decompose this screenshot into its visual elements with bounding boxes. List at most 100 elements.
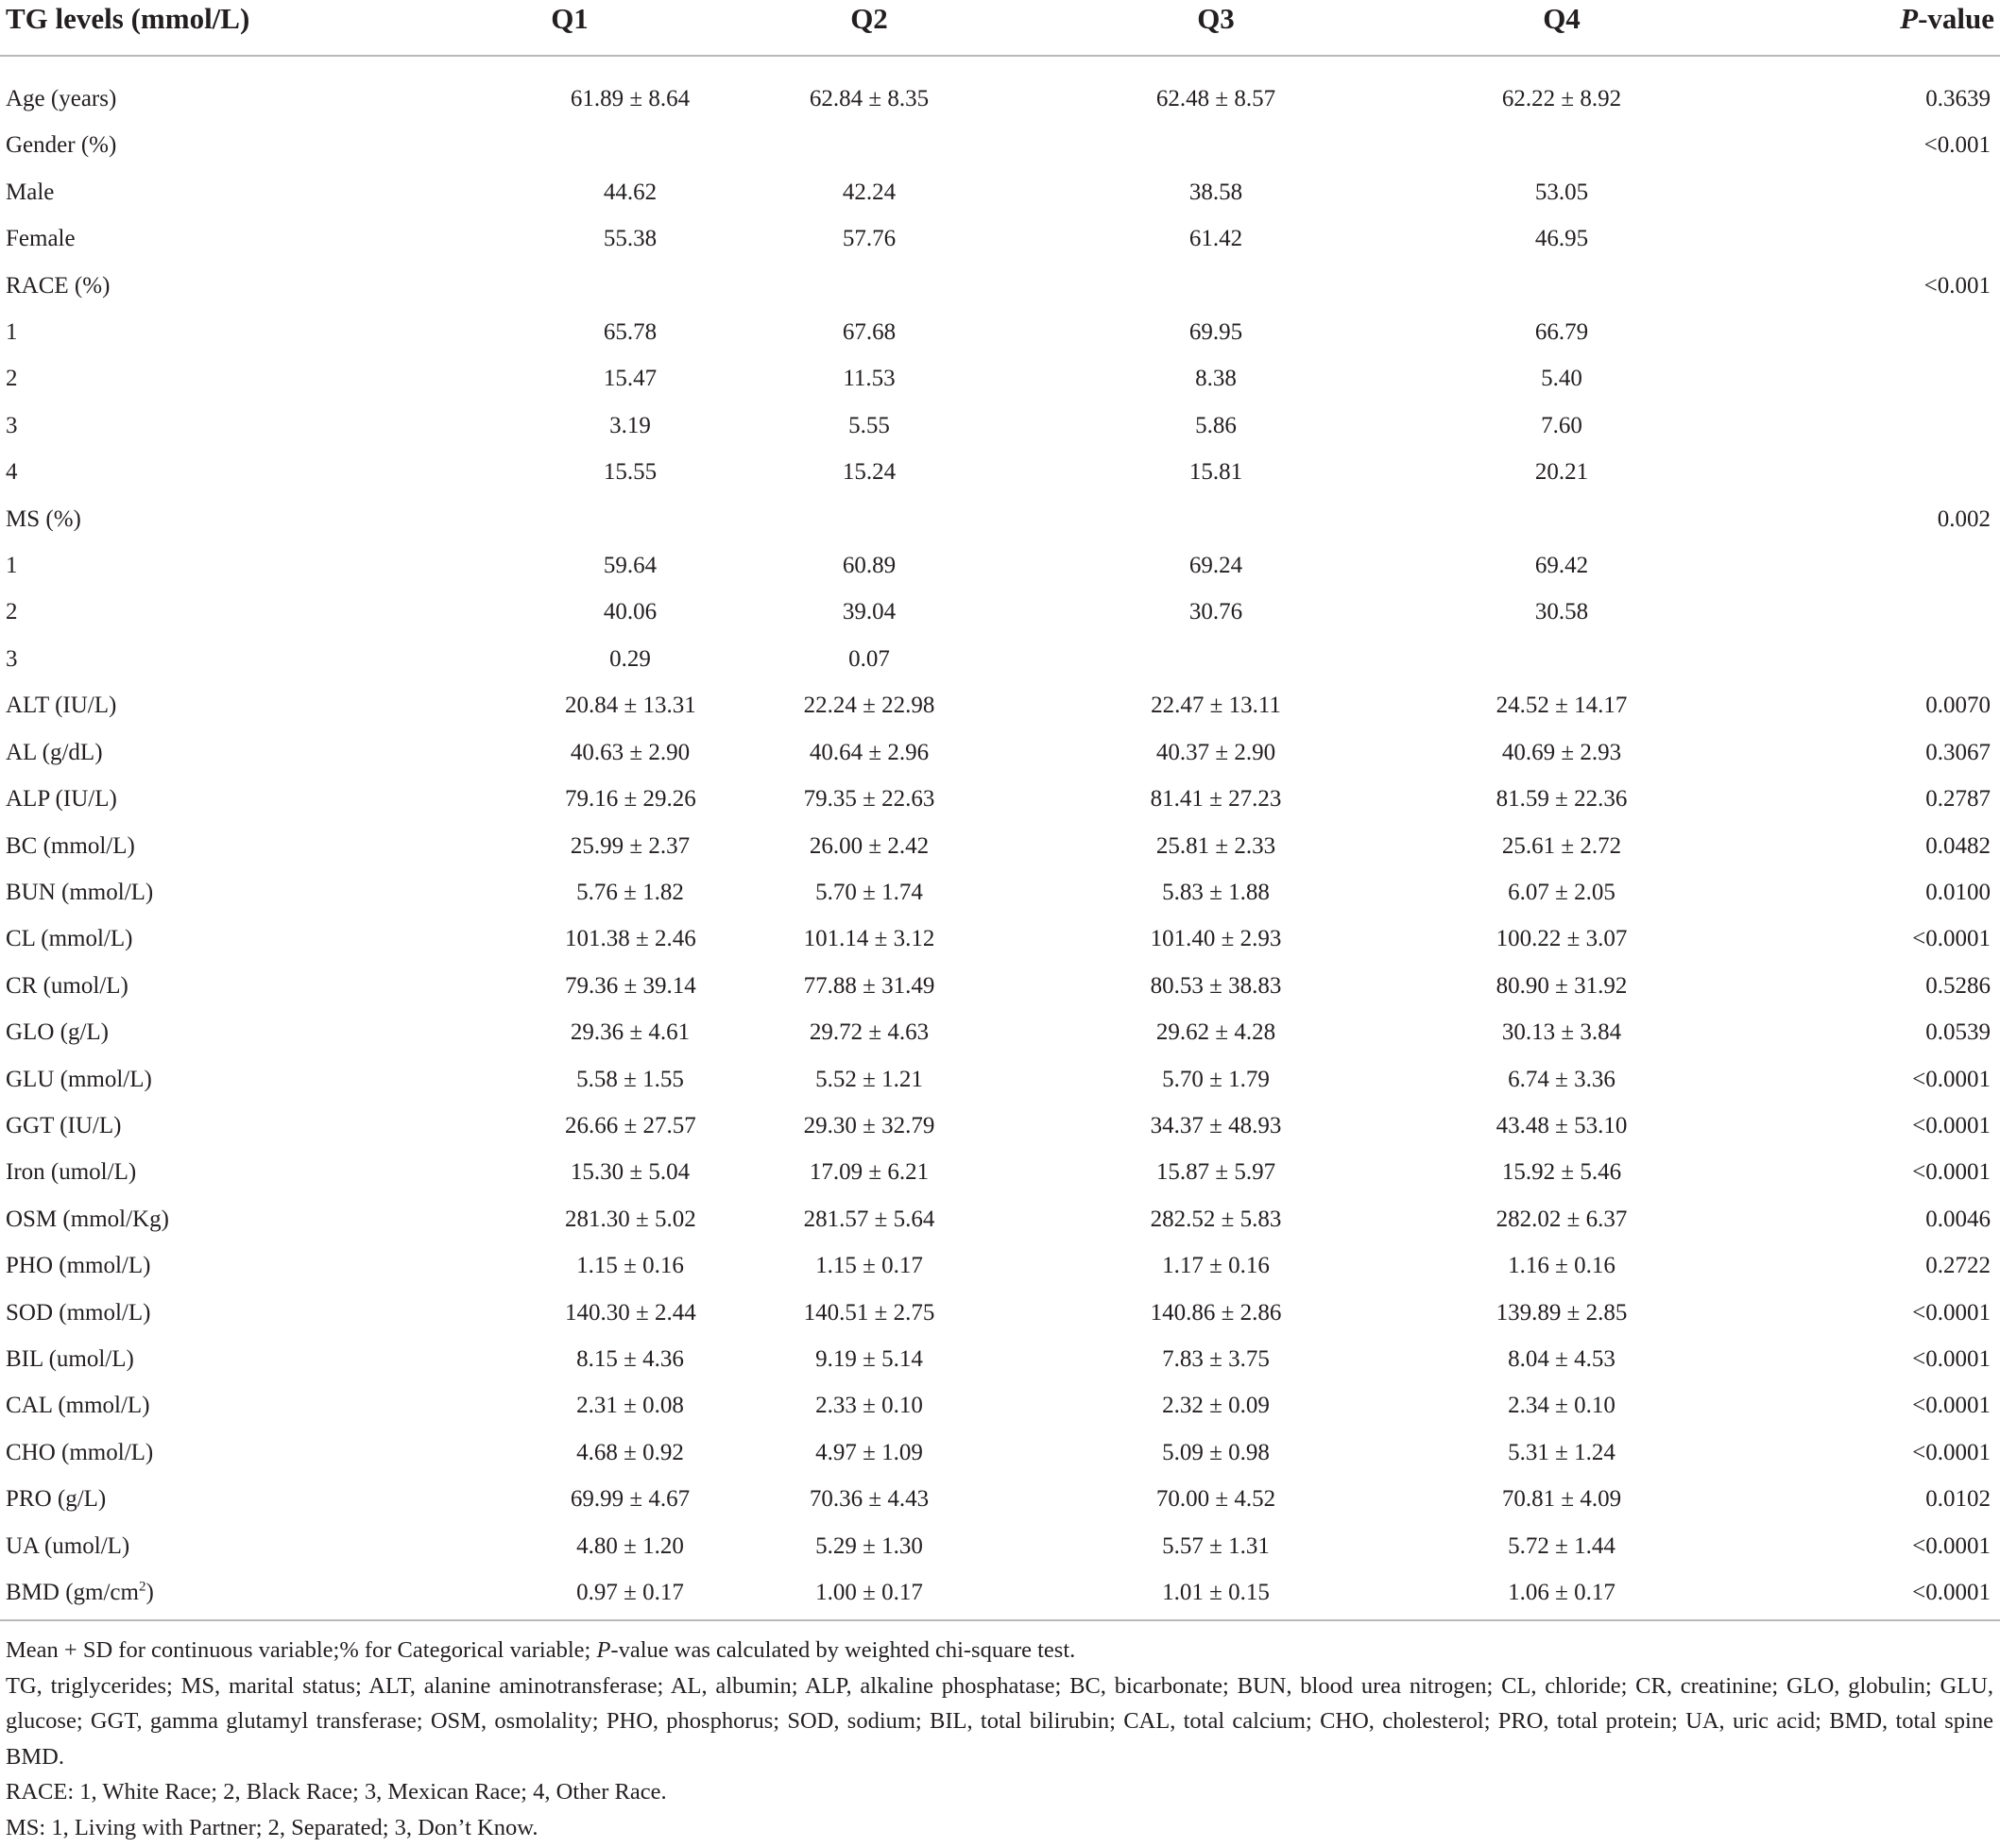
table-row: Female 55.38 57.76 61.42 46.95	[0, 215, 2000, 262]
table-header: TG levels (mmol/L) Q1 Q2 Q3 Q4 P-value	[0, 0, 2000, 57]
cell-q1	[444, 496, 695, 542]
table-row: AL (g/dL) 40.63 ± 2.90 40.64 ± 2.96 40.37 ±…	[0, 729, 2000, 776]
cell-p-value	[1735, 355, 2000, 402]
cell-p-value: 0.3639	[1925, 86, 1991, 111]
cell-q3: 81.41 ± 27.23	[1150, 786, 1282, 813]
cell-q3: 5.70 ± 1.79	[1162, 1066, 1270, 1092]
cell-q1: 4.68 ± 0.92	[576, 1439, 684, 1465]
cell-q4: 40.69 ± 2.93	[1501, 739, 1622, 765]
cell-q2: 5.29 ± 1.30	[815, 1532, 923, 1559]
cell-p-value	[1735, 636, 2000, 682]
cell-q2: 17.09 ± 6.21	[809, 1159, 930, 1186]
cell-q1: 44.62	[603, 179, 658, 205]
cell-q1: 79.16 ± 29.26	[565, 786, 696, 813]
row-label: RACE (%)	[6, 272, 111, 299]
cell-p-value: 0.0539	[1925, 1019, 1991, 1046]
row-label: 4	[6, 459, 18, 486]
header-q4: Q4	[1389, 0, 1735, 57]
row-label: BC (mmol/L)	[6, 832, 135, 859]
cell-q4: 20.21	[1534, 459, 1589, 486]
cell-p-value	[1735, 309, 2000, 355]
cell-p-value: <0.0001	[1912, 1159, 1991, 1186]
cell-q2: 42.24	[842, 179, 897, 205]
cell-q3: 25.81 ± 2.33	[1155, 832, 1276, 859]
cell-q4	[1389, 263, 1735, 309]
cell-q1: 2.31 ± 0.08	[576, 1393, 684, 1419]
row-label: ALT (IU/L)	[6, 693, 117, 719]
cell-q3	[1043, 636, 1389, 682]
cell-q4: 2.34 ± 0.10	[1508, 1393, 1615, 1419]
results-table: TG levels (mmol/L) Q1 Q2 Q3 Q4 P-value A…	[0, 0, 2000, 1616]
cell-q3: 2.32 ± 0.09	[1162, 1393, 1270, 1419]
row-label: OSM (mmol/Kg)	[6, 1206, 169, 1232]
row-label: Age (years)	[6, 86, 117, 111]
cell-q1: 29.36 ± 4.61	[570, 1019, 691, 1046]
row-label: GLU (mmol/L)	[6, 1066, 152, 1092]
cell-q4: 6.07 ± 2.05	[1508, 879, 1615, 905]
cell-q1: 65.78	[603, 319, 658, 346]
cell-p-value: <0.0001	[1912, 1299, 1991, 1326]
row-label: GGT (IU/L)	[6, 1112, 122, 1138]
cell-q3	[1043, 122, 1389, 168]
row-label: MS (%)	[6, 505, 81, 532]
cell-p-value: 0.5286	[1925, 972, 1991, 999]
cell-q2: 57.76	[842, 226, 897, 252]
cell-q2: 26.00 ± 2.42	[809, 832, 930, 859]
cell-q2: 5.55	[848, 412, 890, 438]
cell-q1: 59.64	[603, 553, 658, 579]
cell-q4: 62.22 ± 8.92	[1501, 86, 1622, 111]
table-body: Age (years) 61.89 ± 8.64 62.84 ± 8.35 62.48…	[0, 56, 2000, 1616]
cell-q1: 40.63 ± 2.90	[570, 739, 691, 765]
cell-q1: 140.30 ± 2.44	[565, 1299, 696, 1326]
cell-p-value: <0.0001	[1912, 1580, 1991, 1605]
row-label: PHO (mmol/L)	[6, 1253, 151, 1279]
cell-q3	[1043, 263, 1389, 309]
cell-q4: 139.89 ± 2.85	[1496, 1299, 1628, 1326]
cell-q4: 282.02 ± 6.37	[1496, 1206, 1628, 1232]
table-row: UA (umol/L) 4.80 ± 1.20 5.29 ± 1.30 5.57 ± …	[0, 1523, 2000, 1569]
cell-q1: 3.19	[609, 412, 651, 438]
row-label: 1	[6, 319, 18, 346]
bmd-label-post: )	[145, 1580, 154, 1605]
cell-q1: 5.58 ± 1.55	[576, 1066, 684, 1092]
cell-q3: 29.62 ± 4.28	[1155, 1019, 1276, 1046]
cell-q2: 62.84 ± 8.35	[809, 86, 930, 111]
cell-q4: 69.42	[1534, 553, 1589, 579]
cell-q1: 15.30 ± 5.04	[570, 1159, 691, 1186]
cell-q2: 1.00 ± 0.17	[815, 1580, 923, 1605]
cell-q2: 22.24 ± 22.98	[803, 693, 935, 719]
cell-q3: 34.37 ± 48.93	[1150, 1112, 1282, 1138]
table-row: CR (umol/L) 79.36 ± 39.14 77.88 ± 31.49 80.…	[0, 963, 2000, 1009]
cell-q3: 61.42	[1188, 226, 1243, 252]
row-label: BIL (umol/L)	[6, 1345, 134, 1372]
cell-q2: 77.88 ± 31.49	[803, 972, 935, 999]
cell-q1: 15.47	[603, 366, 658, 392]
footnote-method-italic: P	[596, 1637, 611, 1663]
cell-p-value: <0.001	[1923, 272, 1991, 299]
cell-q1	[444, 122, 695, 168]
cell-p-value: <0.0001	[1912, 1112, 1991, 1138]
cell-q3: 40.37 ± 2.90	[1155, 739, 1276, 765]
cell-q2: 39.04	[842, 599, 897, 625]
row-label: Iron (umol/L)	[6, 1159, 137, 1186]
row-label: BMD (gm/cm2)	[0, 1569, 444, 1616]
cell-q1: 25.99 ± 2.37	[570, 832, 691, 859]
cell-q4: 46.95	[1534, 226, 1589, 252]
table-row: ALP (IU/L) 79.16 ± 29.26 79.35 ± 22.63 81.4…	[0, 776, 2000, 822]
cell-q4: 25.61 ± 2.72	[1501, 832, 1622, 859]
footnote-method: Mean + SD for continuous variable;% for …	[6, 1633, 1993, 1668]
footnote-method-post: -value was calculated by weighted chi-sq…	[610, 1637, 1076, 1663]
cell-q2: 5.70 ± 1.74	[815, 879, 923, 905]
row-label: Female	[6, 226, 76, 252]
cell-q2: 79.35 ± 22.63	[803, 786, 935, 813]
cell-q1: 26.66 ± 27.57	[565, 1112, 696, 1138]
table-row: Gender (%) <0.001	[0, 122, 2000, 168]
row-label: PRO (g/L)	[6, 1486, 107, 1513]
table-row: Iron (umol/L) 15.30 ± 5.04 17.09 ± 6.21 15.…	[0, 1149, 2000, 1195]
cell-q3: 5.09 ± 0.98	[1162, 1439, 1270, 1465]
cell-q3: 8.38	[1195, 366, 1237, 392]
row-label: 2	[6, 599, 18, 625]
row-label: CHO (mmol/L)	[6, 1439, 154, 1465]
cell-q2: 70.36 ± 4.43	[809, 1486, 930, 1513]
